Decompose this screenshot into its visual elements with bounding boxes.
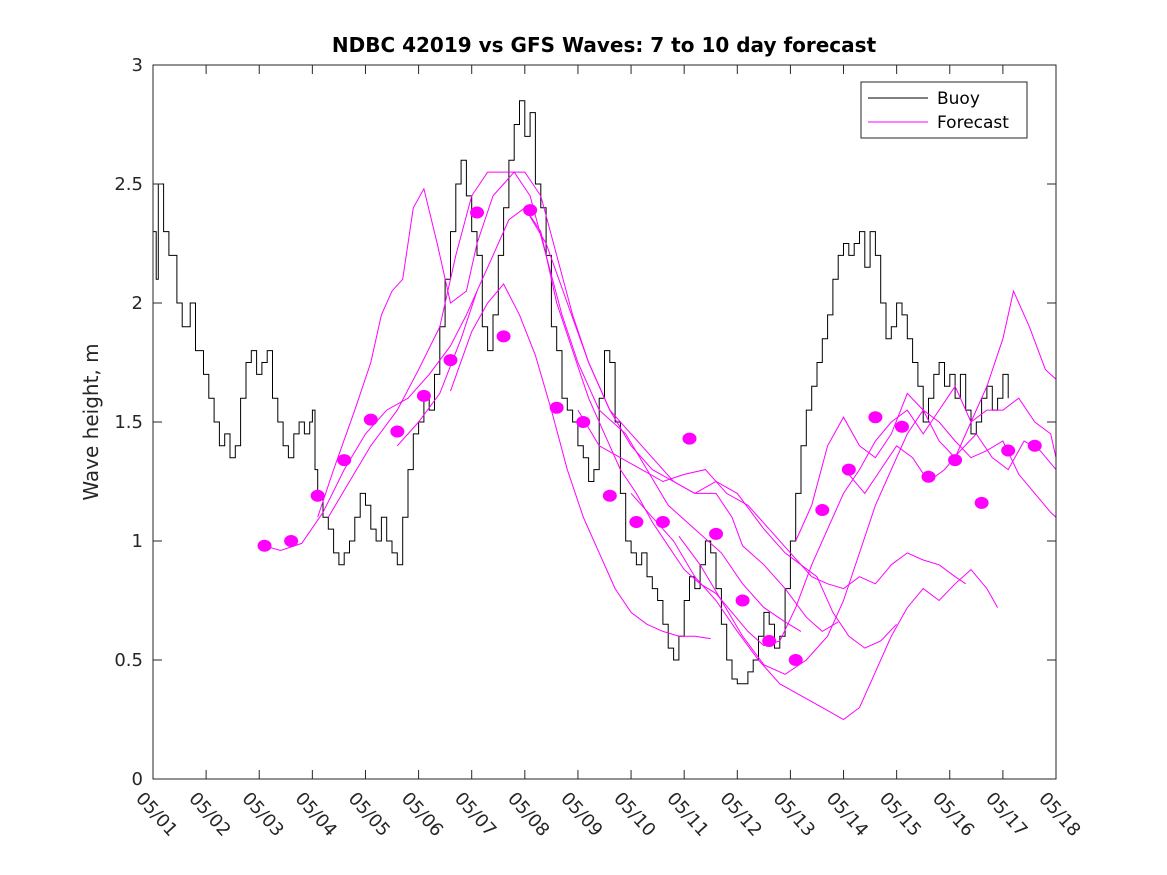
plot-area — [153, 65, 1056, 779]
forecast-marker-13 — [602, 489, 617, 502]
y-tick-label-5: 2.5 — [114, 174, 143, 195]
forecast-marker-15 — [655, 515, 670, 528]
forecast-marker-17 — [709, 527, 724, 540]
y-tick-label-4: 2 — [132, 293, 143, 314]
forecast-marker-28 — [1001, 444, 1016, 457]
forecast-marker-21 — [815, 504, 830, 517]
forecast-marker-9 — [496, 330, 511, 343]
buoy-line — [153, 100, 1009, 685]
y-tick-label-0: 0 — [132, 769, 143, 790]
y-tick-label-1: 0.5 — [114, 650, 143, 671]
forecast-marker-18 — [735, 594, 750, 607]
forecast-marker-11 — [549, 401, 564, 414]
forecast-line-6 — [524, 207, 897, 649]
legend-label-forecast: Forecast — [937, 113, 1009, 133]
forecast-line-8 — [630, 493, 999, 721]
forecast-marker-10 — [523, 204, 538, 217]
legend: Buoy Forecast — [860, 81, 1028, 139]
forecast-marker-1 — [284, 535, 299, 547]
forecast-marker-7 — [443, 354, 458, 367]
forecast-marker-19 — [762, 634, 777, 647]
forecast-marker-6 — [416, 389, 431, 402]
forecast-marker-22 — [841, 463, 856, 476]
y-tick-label-6: 3 — [132, 55, 143, 76]
forecast-line-10 — [795, 289, 1057, 542]
forecast-marker-25 — [921, 470, 936, 483]
forecast-marker-8 — [470, 206, 485, 219]
forecast-marker-14 — [629, 515, 644, 528]
forecast-marker-3 — [337, 454, 352, 467]
y-tick-label-3: 1.5 — [114, 412, 143, 433]
forecast-line-7 — [577, 409, 966, 590]
chart-title: NDBC 42019 vs GFS Waves: 7 to 10 day for… — [332, 33, 877, 57]
forecast-marker-26 — [948, 454, 963, 467]
legend-box — [860, 81, 1028, 139]
forecast-marker-23 — [868, 411, 883, 424]
y-tick-label-2: 1 — [132, 531, 143, 552]
forecast-marker-4 — [363, 413, 378, 426]
series-layer — [153, 100, 1057, 721]
forecast-marker-20 — [788, 654, 803, 666]
forecast-marker-29 — [1027, 439, 1042, 452]
forecast-marker-16 — [682, 432, 697, 445]
y-axis-label: Wave height, m — [79, 343, 103, 500]
forecast-marker-5 — [390, 425, 405, 438]
forecast-marker-12 — [576, 416, 591, 428]
forecast-marker-0 — [257, 539, 272, 552]
forecast-line-4 — [396, 207, 1057, 647]
forecast-line-5 — [450, 283, 711, 640]
legend-label-buoy: Buoy — [937, 89, 980, 109]
forecast-marker-2 — [310, 489, 325, 502]
forecast-marker-24 — [894, 420, 909, 433]
forecast-marker-27 — [974, 496, 989, 509]
